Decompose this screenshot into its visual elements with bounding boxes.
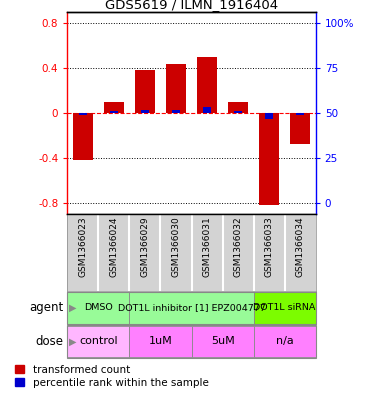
Text: GSM1366033: GSM1366033	[264, 217, 274, 277]
Text: GSM1366024: GSM1366024	[109, 217, 119, 277]
Bar	[259, 113, 279, 205]
Text: GSM1366031: GSM1366031	[203, 217, 212, 277]
Bar	[172, 110, 180, 113]
Text: DOT1L siRNA: DOT1L siRNA	[253, 303, 316, 312]
Text: GSM1366030: GSM1366030	[171, 217, 181, 277]
Bar	[104, 102, 124, 113]
Text: n/a: n/a	[276, 336, 293, 346]
Bar	[254, 326, 316, 357]
Bar	[110, 111, 118, 113]
Bar	[67, 292, 129, 323]
Text: DOT1L inhibitor [1] EPZ004777: DOT1L inhibitor [1] EPZ004777	[118, 303, 265, 312]
Text: GSM1366023: GSM1366023	[79, 217, 87, 277]
Bar	[296, 113, 304, 115]
Text: GSM1366029: GSM1366029	[141, 217, 149, 277]
Bar	[141, 110, 149, 113]
Bar	[290, 113, 310, 145]
Text: ▶: ▶	[69, 303, 77, 313]
Bar	[203, 107, 211, 113]
Text: GSM1366034: GSM1366034	[296, 217, 305, 277]
Text: dose: dose	[35, 335, 64, 348]
Bar	[135, 70, 155, 113]
Bar	[73, 113, 93, 160]
Text: ▶: ▶	[69, 336, 77, 346]
Bar	[79, 113, 87, 115]
Bar	[228, 102, 248, 113]
Bar	[129, 292, 254, 323]
Bar	[129, 326, 192, 357]
Text: 5uM: 5uM	[211, 336, 234, 346]
Legend: transformed count, percentile rank within the sample: transformed count, percentile rank withi…	[13, 363, 211, 389]
Bar	[265, 113, 273, 119]
Text: DMSO: DMSO	[84, 303, 113, 312]
Bar	[234, 111, 242, 113]
Bar	[192, 326, 254, 357]
Title: GDS5619 / ILMN_1916404: GDS5619 / ILMN_1916404	[105, 0, 278, 11]
Bar	[67, 326, 129, 357]
Bar	[166, 64, 186, 113]
Bar	[254, 292, 316, 323]
Bar	[197, 57, 217, 113]
Text: control: control	[79, 336, 118, 346]
Text: agent: agent	[29, 301, 64, 314]
Text: GSM1366032: GSM1366032	[234, 217, 243, 277]
Text: 1uM: 1uM	[149, 336, 172, 346]
